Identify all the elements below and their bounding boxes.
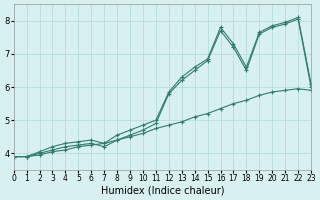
X-axis label: Humidex (Indice chaleur): Humidex (Indice chaleur) bbox=[100, 186, 224, 196]
